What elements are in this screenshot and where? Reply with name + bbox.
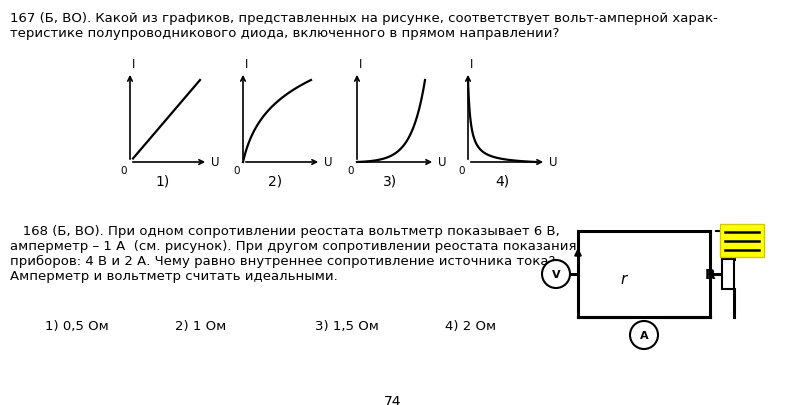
Text: 0: 0 <box>347 166 354 175</box>
Text: R: R <box>704 267 715 281</box>
Text: I: I <box>470 58 473 71</box>
Text: 3) 1,5 Ом: 3) 1,5 Ом <box>315 319 379 332</box>
Text: r: r <box>621 272 627 287</box>
Circle shape <box>542 260 570 288</box>
Text: 1): 1) <box>156 175 170 189</box>
Text: V: V <box>552 269 560 279</box>
Text: U: U <box>549 156 557 169</box>
Text: 74: 74 <box>384 394 402 405</box>
Text: I: I <box>245 58 248 71</box>
Text: 0: 0 <box>458 166 465 175</box>
Text: приборов: 4 В и 2 А. Чему равно внутреннее сопротивление источника тока?: приборов: 4 В и 2 А. Чему равно внутренн… <box>10 254 556 267</box>
Text: 4): 4) <box>495 175 509 189</box>
Text: 4) 2 Ом: 4) 2 Ом <box>445 319 496 332</box>
Text: U: U <box>438 156 446 169</box>
Text: U: U <box>324 156 332 169</box>
Text: U: U <box>211 156 219 169</box>
Text: 2): 2) <box>268 175 282 189</box>
Text: I: I <box>359 58 362 71</box>
Text: I: I <box>132 58 135 71</box>
Circle shape <box>630 321 658 349</box>
Text: 1) 0,5 Ом: 1) 0,5 Ом <box>45 319 108 332</box>
Text: 0: 0 <box>233 166 240 175</box>
Bar <box>722 259 734 289</box>
Text: 0: 0 <box>120 166 127 175</box>
Text: 168 (Б, ВО). При одном сопротивлении реостата вольтметр показывает 6 В,: 168 (Б, ВО). При одном сопротивлении рео… <box>10 224 560 237</box>
Text: амперметр – 1 А  (см. рисунок). При другом сопротивлении реостата показания: амперметр – 1 А (см. рисунок). При друго… <box>10 239 576 252</box>
Text: A: A <box>640 330 648 340</box>
Text: теристике полупроводникового диода, включенного в прямом направлении?: теристике полупроводникового диода, вклю… <box>10 27 560 40</box>
Text: 167 (Б, ВО). Какой из графиков, представленных на рисунке, соответствует вольт-а: 167 (Б, ВО). Какой из графиков, представ… <box>10 12 718 25</box>
Bar <box>720 224 764 257</box>
Text: 3): 3) <box>383 175 397 189</box>
Text: 2) 1 Ом: 2) 1 Ом <box>175 319 226 332</box>
Text: Амперметр и вольтметр считать идеальными.: Амперметр и вольтметр считать идеальными… <box>10 269 338 282</box>
